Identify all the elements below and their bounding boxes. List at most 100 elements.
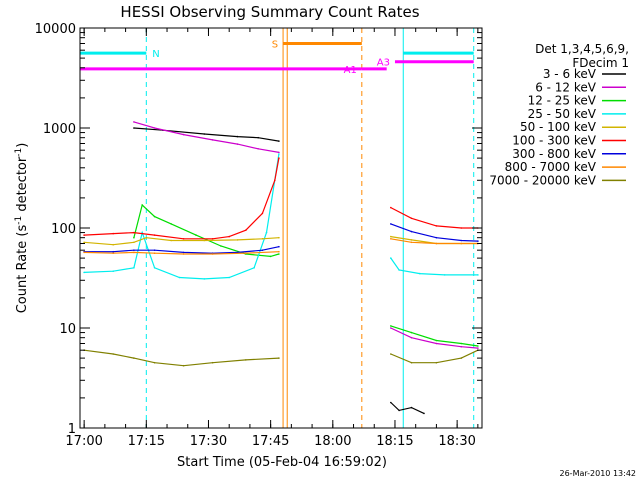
data-point (477, 274, 479, 276)
data-point (390, 206, 392, 209)
data-point (153, 267, 156, 269)
data-point (133, 236, 135, 239)
data-point (261, 238, 264, 240)
data-point (278, 357, 280, 359)
data-point (410, 230, 413, 233)
y-tick-label: 10 (59, 322, 76, 337)
legend-label: 300 - 800 keV (512, 147, 596, 161)
data-point (460, 242, 463, 245)
data-point (410, 361, 413, 364)
data-point (133, 357, 135, 359)
data-point (153, 252, 156, 254)
x-axis-label: Start Time (05-Feb-04 16:59:02) (177, 455, 387, 470)
data-point (83, 241, 85, 244)
data-point (278, 245, 280, 248)
data-point (112, 353, 114, 355)
series-line (84, 251, 279, 255)
data-point (83, 234, 85, 236)
data-point (390, 325, 392, 327)
x-tick-label: 17:00 (65, 434, 102, 449)
data-point (398, 409, 400, 412)
data-point (477, 347, 479, 349)
data-point (145, 236, 148, 239)
data-point (460, 239, 463, 242)
flag-label: N (152, 49, 159, 60)
data-point (182, 364, 185, 367)
data-point (419, 272, 421, 275)
chart-axes: 1 10 100 1000 10000 17:00 17:15 17:30 17:45 18:00… (35, 22, 482, 449)
data-point (261, 249, 264, 251)
x-tick-label: 17:15 (128, 434, 165, 449)
data-point (410, 217, 413, 220)
data-point (460, 227, 463, 229)
data-point (265, 231, 268, 234)
series-line (84, 349, 279, 367)
data-point (261, 212, 264, 215)
data-point (443, 274, 446, 276)
data-point (390, 401, 392, 404)
data-point (203, 133, 206, 135)
data-point (170, 239, 172, 242)
data-point (390, 353, 392, 355)
x-tick-label: 18:15 (376, 434, 413, 449)
data-point (153, 249, 156, 251)
data-point (435, 342, 438, 345)
data-point (410, 336, 413, 339)
data-point (410, 331, 413, 334)
legend-header-line-2: FDecim 1 (572, 56, 629, 70)
data-point (178, 276, 181, 279)
data-point (182, 238, 185, 240)
data-point (112, 243, 114, 246)
data-point (195, 234, 197, 236)
data-point (153, 215, 156, 218)
y-tick-label: 10000 (35, 22, 76, 37)
data-point (153, 361, 156, 364)
y-axis-label: Count Rate (s-1 detector-1) (14, 143, 30, 314)
chart-series-group (83, 121, 479, 415)
data-point (435, 339, 438, 342)
data-point (228, 235, 230, 238)
data-point (245, 229, 247, 231)
data-point (141, 204, 143, 206)
data-point (423, 412, 425, 415)
data-point (133, 127, 135, 129)
data-point (236, 143, 239, 145)
data-point (245, 252, 247, 254)
legend-header-line-1: Det 1,3,4,5,6,9, (535, 42, 629, 56)
data-point (460, 345, 463, 348)
data-point (112, 252, 114, 254)
data-point (410, 241, 413, 244)
data-point (83, 271, 85, 274)
data-point (203, 278, 206, 280)
data-point (257, 136, 260, 139)
data-point (278, 157, 280, 159)
flag-label: A3 (377, 58, 390, 69)
data-point (257, 148, 260, 150)
data-point (228, 276, 230, 279)
data-point (203, 239, 206, 242)
data-point (390, 238, 392, 240)
data-point (390, 257, 392, 259)
legend-label: 25 - 50 keV (528, 107, 597, 121)
series-line (133, 127, 279, 142)
data-point (435, 361, 438, 364)
data-point (236, 239, 239, 241)
data-point (112, 232, 114, 235)
data-point (410, 239, 413, 241)
legend-label: 100 - 300 keV (512, 134, 596, 148)
series-line (390, 402, 425, 414)
data-point (245, 359, 247, 361)
data-point (253, 267, 255, 269)
data-point (274, 179, 276, 182)
legend-label: 800 - 7000 keV (505, 160, 597, 174)
x-tick-label: 17:45 (252, 434, 289, 449)
legend-label: 12 - 25 keV (528, 94, 597, 108)
data-point (182, 133, 185, 136)
data-point (182, 251, 185, 254)
data-point (153, 127, 156, 129)
y-tick-label: 1 (68, 422, 76, 437)
y-tick-label: 1000 (43, 122, 76, 137)
